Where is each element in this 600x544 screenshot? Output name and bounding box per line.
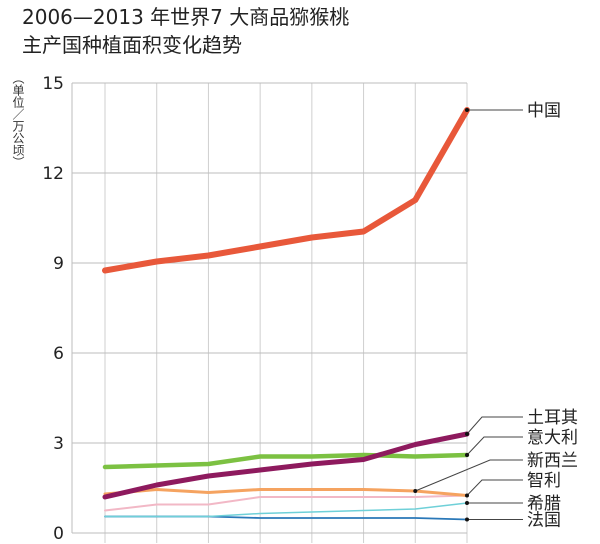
leader-dot [465,108,469,112]
y-tick-label: 12 [42,164,64,184]
series-label: 中国 [527,101,561,121]
leader-line [466,436,523,456]
series-label: 新西兰 [527,451,578,471]
leader-dot [465,432,469,436]
leader-line [466,416,523,435]
series-label: 法国 [527,511,561,531]
series-line-2 [102,452,470,470]
series-line-5 [104,502,468,518]
series-label: 智利 [527,471,561,491]
y-axis-label: （单位／万公顷） [11,72,25,168]
series-line-1 [102,431,470,500]
leader-line [466,479,523,496]
series-line-3 [103,488,469,497]
series-line-4 [104,494,468,512]
leader-dot [465,501,469,505]
chart-title: 2006—2013 年世界7 大商品猕猴桃 [22,5,350,29]
y-tick-label: 6 [53,344,64,364]
leader-dot [465,453,469,457]
leader-dot [465,517,469,522]
series-label: 意大利 [527,428,578,448]
y-tick-label: 9 [53,254,64,274]
chart-subtitle: 主产国种植面积变化趋势 [22,33,242,57]
y-tick-label: 3 [53,434,64,454]
y-tick-label: 0 [53,524,64,544]
leader-dot [465,493,469,498]
leader-dot [413,489,418,493]
series-label: 土耳其 [527,408,578,428]
series-line-0 [102,107,470,274]
leader-line [415,459,523,492]
series-label: 希腊 [527,494,561,514]
y-tick-label: 15 [42,74,64,94]
